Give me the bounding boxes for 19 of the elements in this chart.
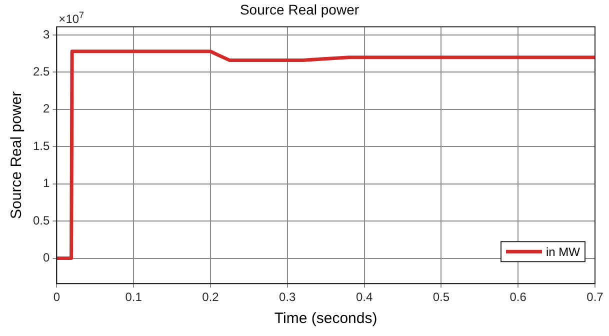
x-tick-label: 0.4 — [356, 290, 373, 304]
y-tick-label: 1.5 — [32, 138, 50, 153]
y-tick-label: 0.5 — [32, 213, 50, 228]
y-tick-label: 2 — [42, 102, 50, 116]
x-tick-label: 0 — [53, 290, 60, 304]
x-tick-label: 0.1 — [125, 290, 142, 304]
x-tick-label: 0.6 — [510, 290, 527, 304]
x-tick-label: 0.5 — [432, 290, 450, 304]
x-tick-label: 0.2 — [202, 290, 220, 304]
legend-label: in MW — [546, 244, 581, 259]
y-tick-label: 1 — [42, 176, 50, 190]
y-tick-label: 2.5 — [32, 64, 50, 79]
x-tick-label: 0.3 — [279, 290, 296, 304]
x-tick-label: 0.7 — [586, 290, 604, 304]
y-axis-title: Source Real power — [8, 91, 26, 219]
chart-title: Source Real power — [240, 1, 360, 18]
y-tick-label: 0 — [42, 250, 50, 265]
x-axis-title: Time (seconds) — [274, 310, 378, 328]
y-tick-label: 3 — [42, 27, 50, 42]
